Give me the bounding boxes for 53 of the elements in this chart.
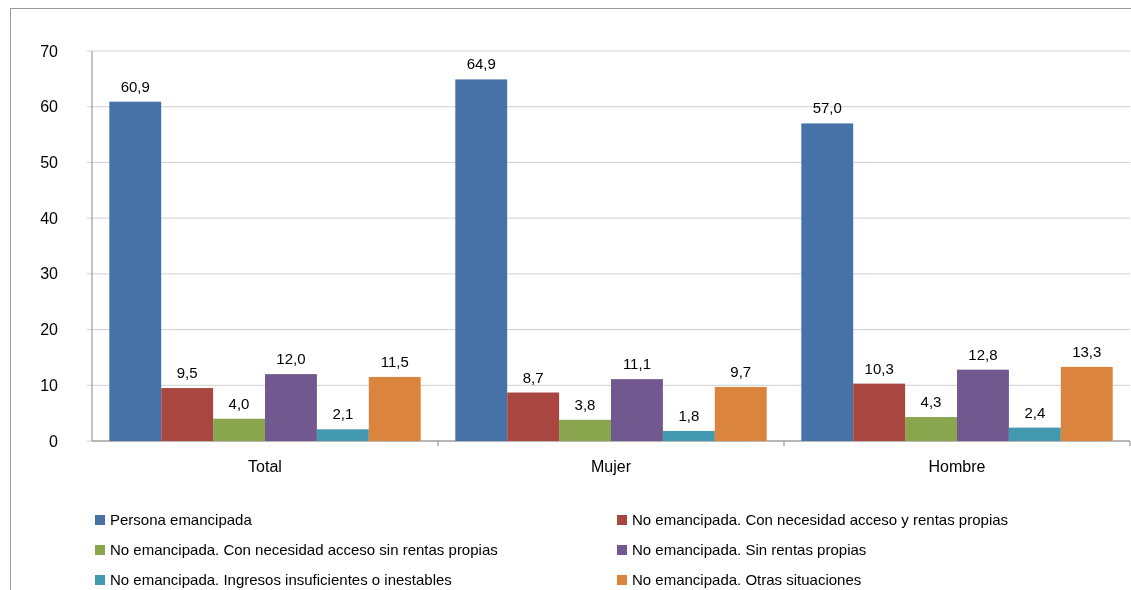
bar [905, 417, 957, 441]
data-label: 12,8 [968, 345, 998, 363]
x-tick-label: Hombre [928, 458, 986, 475]
data-label: 12,0 [276, 350, 306, 368]
bar [1060, 366, 1113, 441]
y-tick-label: 20 [40, 321, 59, 339]
y-tick-label: 60 [40, 98, 59, 116]
legend-label: No emancipada. Sin rentas propias [632, 541, 867, 559]
bar [853, 383, 906, 441]
data-label: 57,0 [812, 99, 842, 117]
data-label: 4,3 [920, 393, 942, 411]
bar [265, 374, 317, 441]
data-label: 10,3 [864, 359, 894, 377]
data-label: 11,5 [380, 352, 409, 370]
data-label: 8,7 [522, 368, 544, 386]
bar [368, 376, 421, 441]
data-label: 3,8 [574, 395, 596, 413]
data-label: 2,1 [332, 405, 354, 423]
bar [109, 101, 162, 441]
y-tick-label: 0 [49, 432, 59, 450]
y-tick-label: 10 [40, 376, 59, 394]
bar [801, 123, 854, 441]
y-tick-label: 30 [40, 265, 59, 283]
data-label: 9,5 [176, 364, 198, 382]
y-tick-label: 50 [40, 154, 59, 172]
bar [161, 388, 214, 441]
x-tick-label: Total [248, 458, 282, 475]
data-label: 4,0 [228, 394, 250, 412]
y-tick-label: 70 [40, 42, 59, 60]
data-label: 11,1 [622, 355, 651, 373]
bar [611, 379, 663, 441]
bar [507, 392, 560, 441]
bar [714, 386, 767, 441]
legend-label: No emancipada. Otras situaciones [632, 571, 862, 589]
bar [1008, 427, 1061, 441]
legend-label: Persona emancipada [110, 511, 253, 529]
data-label: 9,7 [730, 362, 752, 380]
data-label: 60,9 [120, 77, 150, 95]
legend-label: No emancipada. Ingresos insuficientes o inestables [110, 571, 452, 589]
bar [455, 79, 508, 441]
data-label: 2,4 [1024, 403, 1046, 421]
bar [662, 430, 715, 441]
data-label: 1,8 [678, 406, 700, 424]
bar [213, 418, 265, 441]
bar [316, 429, 369, 441]
legend-label: No emancipada. Con necesidad acceso sin rentas propias [110, 541, 498, 559]
data-label: 13,3 [1072, 342, 1102, 360]
bar [559, 419, 611, 441]
legend-label: No emancipada. Con necesidad acceso y rentas propias [632, 511, 1009, 529]
data-label: 64,9 [466, 55, 496, 73]
bar [957, 369, 1009, 441]
y-tick-label: 40 [40, 209, 59, 227]
x-tick-label: Mujer [590, 458, 632, 475]
